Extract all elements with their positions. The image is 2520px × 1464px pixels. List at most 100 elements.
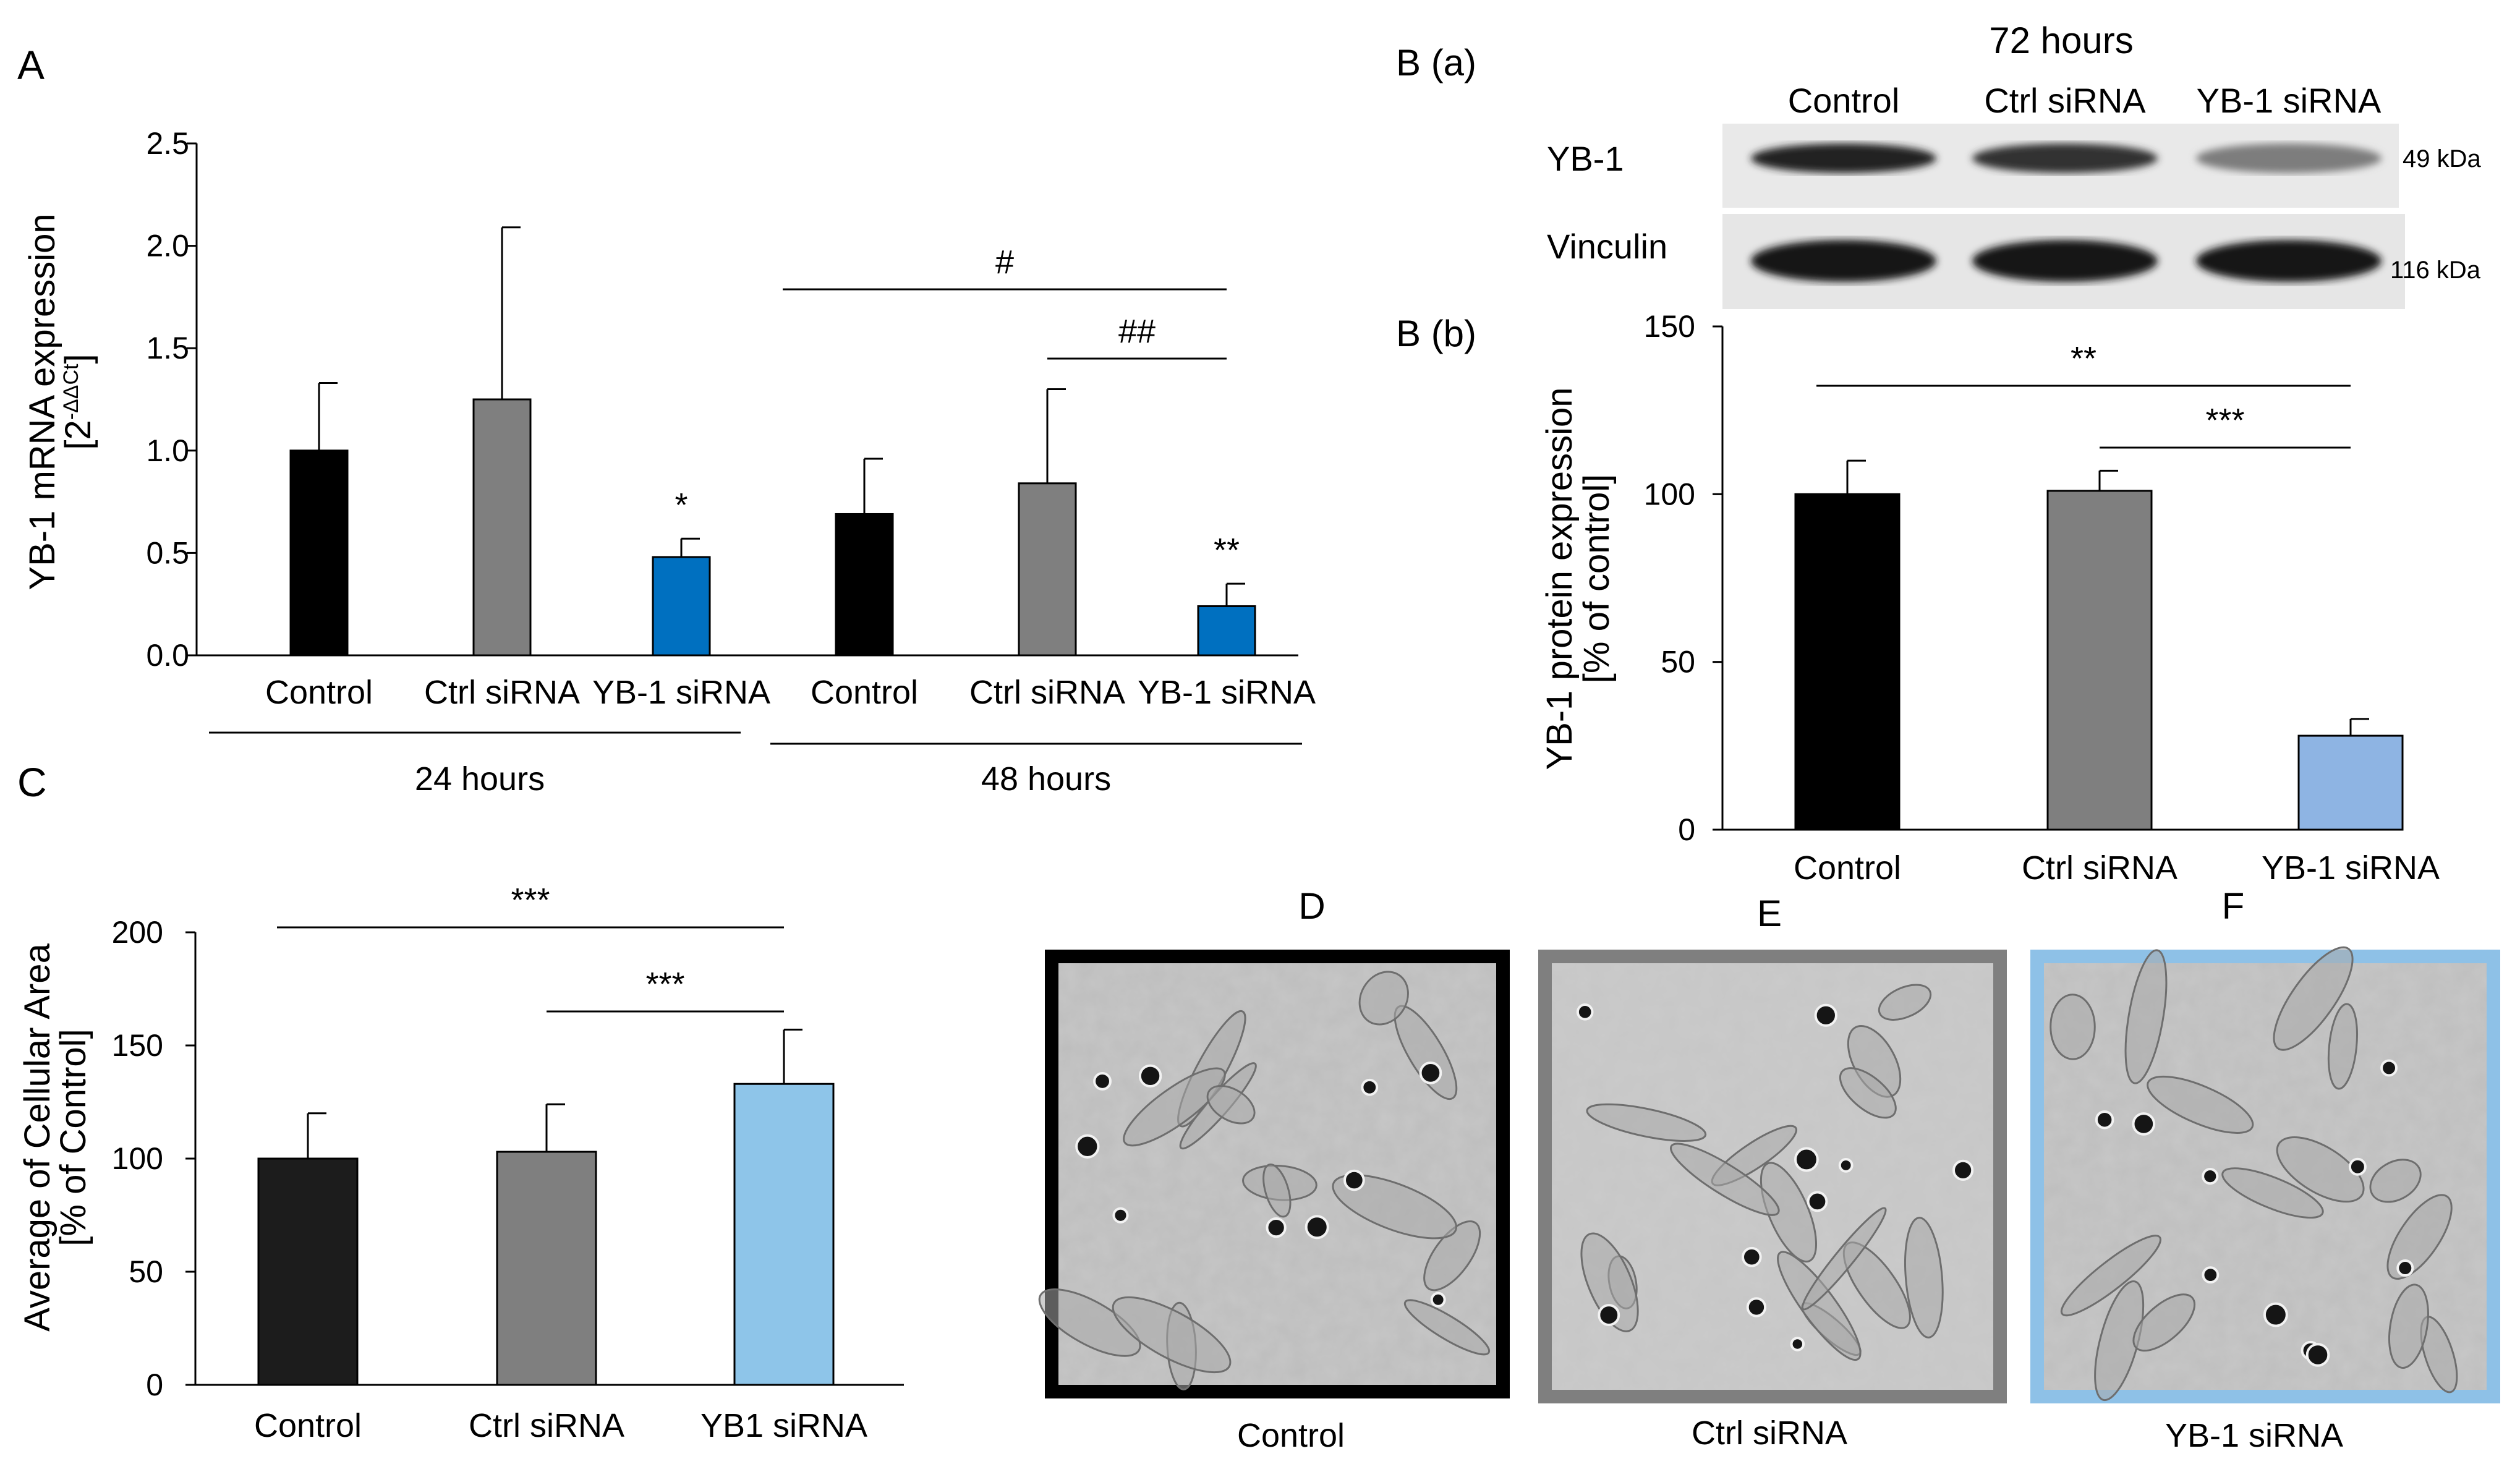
a-category-label: Control bbox=[265, 674, 373, 711]
cell-shape bbox=[1123, 1067, 1226, 1147]
rounded-cell bbox=[2348, 1157, 2367, 1176]
a-category-label: Ctrl siRNA bbox=[969, 674, 1125, 711]
micrograph-ctrl-sirna: E Ctrl siRNA bbox=[1538, 893, 2007, 1452]
blot-size-yb1: 49 kDa bbox=[2403, 145, 2481, 172]
c-y-tick-label: 100 bbox=[112, 1141, 163, 1176]
cell-shape bbox=[2147, 1075, 2254, 1134]
a-bar bbox=[652, 556, 711, 657]
rounded-cell bbox=[1361, 1078, 1379, 1096]
rounded-cell bbox=[1598, 1304, 1620, 1327]
panel-b-a-title: B (a) bbox=[1396, 42, 1476, 83]
micrograph-control: D Control bbox=[1038, 885, 1510, 1454]
b-b-y-tick-label: 100 bbox=[1644, 477, 1695, 511]
b-b-category-label: Ctrl siRNA bbox=[2022, 849, 2177, 887]
b-b-y-tick-label: 0 bbox=[1678, 812, 1695, 847]
rounded-cell bbox=[2263, 1302, 2288, 1327]
c-significance-label: *** bbox=[511, 882, 550, 919]
a-y-tick-label: 0.5 bbox=[146, 535, 189, 570]
blot-row-label-yb1: YB-1 bbox=[1547, 139, 1624, 178]
c-category-label: Control bbox=[254, 1407, 362, 1444]
blot-band-vinculin bbox=[2196, 240, 2382, 282]
rounded-cell bbox=[1814, 1003, 1837, 1027]
cell-shape bbox=[1112, 1296, 1232, 1374]
panel-c-y-axis-title: Average of Cellular Area [% of Control] bbox=[17, 943, 93, 1331]
panel-a-ylabel-line2: [2-ΔΔCt] bbox=[58, 354, 98, 449]
a-bar-annotation: ** bbox=[1214, 532, 1240, 569]
a-bar bbox=[1018, 482, 1077, 657]
cell-shape bbox=[2388, 1283, 2429, 1369]
blot-band-vinculin bbox=[1972, 240, 2158, 282]
cell-shape bbox=[2369, 1159, 2422, 1203]
panel-c-ylabel-line2: [% of Control] bbox=[53, 1029, 93, 1246]
rounded-cell bbox=[1838, 1157, 1854, 1173]
b-b-bar bbox=[2046, 490, 2153, 831]
b-b-y-tick-label: 50 bbox=[1661, 645, 1695, 679]
micrograph-caption-yb1-sirna: YB-1 siRNA bbox=[2165, 1417, 2343, 1454]
cell-shape bbox=[1580, 1232, 1639, 1332]
rounded-cell bbox=[2132, 1112, 2156, 1136]
rounded-cell bbox=[2202, 1266, 2220, 1284]
blot-band-yb-1 bbox=[2196, 143, 2382, 173]
b-b-significance-label: *** bbox=[2205, 402, 2244, 439]
a-bar bbox=[472, 398, 532, 657]
rounded-cell bbox=[2396, 1259, 2414, 1277]
micrograph-panels: D Control E Ctrl siRNA F YB-1 siRNA bbox=[1038, 885, 2500, 1454]
c-bar bbox=[496, 1151, 597, 1386]
rounded-cell bbox=[1112, 1207, 1129, 1224]
micrograph-letter-f: F bbox=[2222, 885, 2245, 927]
a-bar bbox=[835, 513, 894, 657]
a-category-label: YB-1 siRNA bbox=[1138, 674, 1316, 711]
b-b-y-tick-label: 150 bbox=[1644, 309, 1695, 344]
cell-shape bbox=[1670, 1143, 1780, 1216]
cell-shape bbox=[2386, 1194, 2453, 1280]
panel-a-y-axis-title: YB-1 mRNA expression [2-ΔΔCt] bbox=[22, 213, 98, 590]
cell-shape bbox=[2124, 949, 2168, 1084]
rounded-cell bbox=[1794, 1147, 1819, 1172]
rounded-cell bbox=[1093, 1071, 1112, 1091]
cell-shape bbox=[2276, 1136, 2365, 1203]
b-b-category-label: YB-1 siRNA bbox=[2262, 849, 2440, 887]
b-b-significance-label: ** bbox=[2071, 340, 2096, 377]
rounded-cell bbox=[1138, 1064, 1162, 1088]
cell-shape bbox=[2273, 946, 2354, 1051]
c-bar bbox=[733, 1083, 835, 1386]
blot-size-vinculin: 116 kDa bbox=[2390, 257, 2481, 284]
rounded-cell bbox=[2095, 1110, 2114, 1130]
a-bar bbox=[289, 449, 349, 657]
a-significance-label: ## bbox=[1118, 313, 1156, 350]
b-b-bar bbox=[1794, 493, 1901, 831]
rounded-cell bbox=[1266, 1217, 1287, 1238]
cell-shape bbox=[1038, 1288, 1141, 1357]
panel-a-ylabel-prefix: [2 bbox=[58, 420, 98, 449]
cell-shape bbox=[1839, 1067, 1897, 1119]
rounded-cell bbox=[2202, 1168, 2219, 1185]
panel-b-b: B (b) 0 50 100 150 Control Ctrl siRNA YB-1 siR… bbox=[1396, 309, 2440, 887]
a-y-tick-label: 0.0 bbox=[146, 638, 189, 673]
panel-a-letter: A bbox=[17, 42, 45, 88]
micrograph-cells-control bbox=[1038, 971, 1491, 1390]
c-y-tick-label: 50 bbox=[129, 1254, 163, 1289]
a-category-label: Control bbox=[811, 674, 918, 711]
cell-shape bbox=[2221, 1167, 2324, 1219]
c-y-tick-label: 150 bbox=[112, 1028, 163, 1063]
blot-row-label-vinculin: Vinculin bbox=[1547, 227, 1667, 266]
cell-shape bbox=[1332, 1174, 1458, 1240]
a-y-tick-label: 2.5 bbox=[146, 126, 189, 161]
cell-shape bbox=[2327, 1003, 2358, 1090]
cell-shape bbox=[2132, 1293, 2196, 1352]
rounded-cell bbox=[1343, 1169, 1365, 1191]
rounded-cell bbox=[1741, 1246, 1762, 1267]
rounded-cell bbox=[1952, 1159, 1974, 1181]
cell-shape bbox=[2050, 994, 2096, 1060]
panel-a-ylabel-suffix: ] bbox=[58, 354, 98, 364]
cell-shape bbox=[1262, 1164, 1292, 1218]
c-bar bbox=[257, 1157, 359, 1386]
cell-shape bbox=[1423, 1220, 1481, 1292]
lane-label-yb1-sirna: YB-1 siRNA bbox=[2197, 81, 2382, 120]
cell-shape bbox=[1801, 1207, 1887, 1311]
panel-a: A 0.0 0.5 1.0 1.5 2.0 2.5 Control Ctrl siRNA YB-… bbox=[17, 42, 1316, 798]
panel-a-chart: 0.0 0.5 1.0 1.5 2.0 2.5 Control Ctrl siRNA YB-1 … bbox=[146, 126, 1316, 711]
micrograph-caption-control: Control bbox=[1237, 1417, 1345, 1454]
cell-shape bbox=[1878, 984, 1932, 1021]
